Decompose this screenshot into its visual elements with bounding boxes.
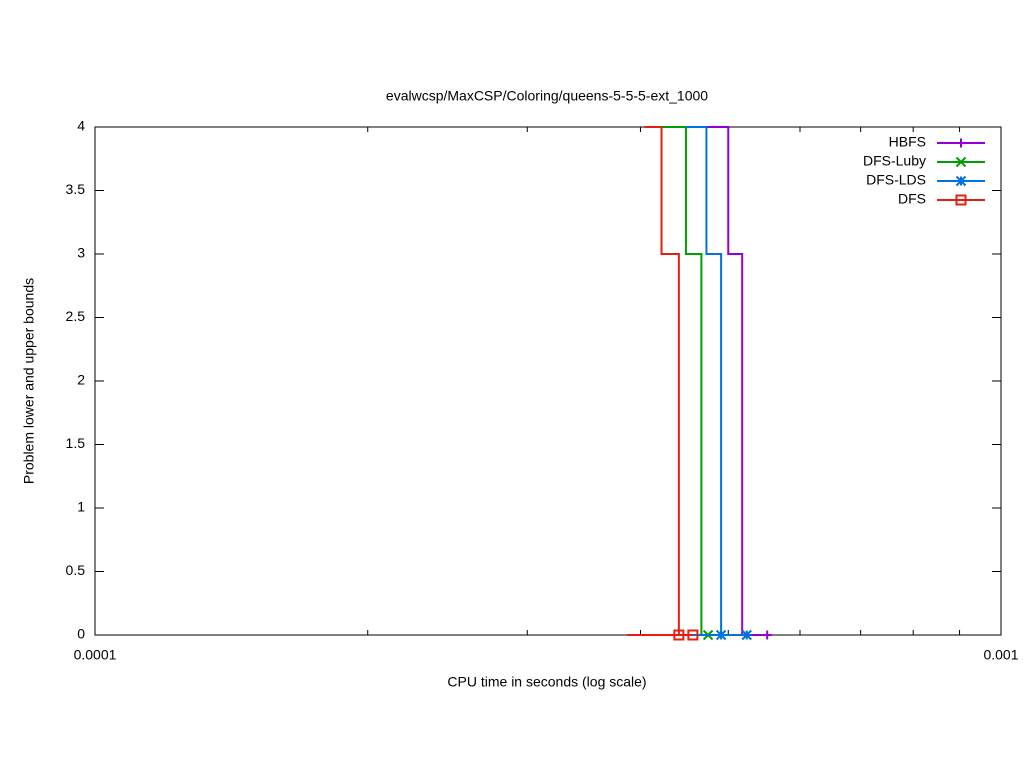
- legend-label: DFS: [898, 191, 926, 207]
- legend-marker: [955, 175, 967, 187]
- x-axis-label: CPU time in seconds (log scale): [447, 674, 646, 690]
- legend-label: DFS-LDS: [866, 172, 926, 188]
- point-marker: [715, 629, 727, 641]
- y-tick-label: 1: [77, 499, 85, 515]
- y-tick-label: 2: [77, 372, 85, 388]
- x-tick-label: 0.0001: [74, 647, 117, 663]
- y-axis-label: Problem lower and upper bounds: [21, 278, 37, 484]
- upper-bound-line: [685, 126, 723, 635]
- y-tick-label: 1.5: [66, 435, 86, 451]
- plot-frame: [94, 126, 1002, 636]
- point-marker: [762, 630, 772, 640]
- legend-marker: [955, 194, 967, 206]
- point-marker: [741, 629, 752, 641]
- legend-label: HBFS: [889, 134, 926, 150]
- point-marker: [673, 629, 685, 641]
- y-tick-label: 2.5: [66, 308, 86, 324]
- chart-title: evalwcsp/MaxCSP/Coloring/queens-5-5-5-ex…: [386, 88, 708, 104]
- x-tick-label: 0.001: [983, 647, 1018, 663]
- y-tick-label: 3: [77, 245, 85, 261]
- upper-bound-line: [706, 126, 744, 635]
- legend-marker: [956, 138, 966, 148]
- y-tick-label: 3.5: [66, 181, 86, 197]
- y-tick-label: 4: [77, 118, 85, 134]
- legend-label: DFS-Luby: [863, 153, 926, 169]
- y-tick-label: 0: [77, 626, 85, 642]
- upper-bound-line: [661, 126, 703, 635]
- legend-marker: [955, 156, 967, 168]
- upper-bound-line: [644, 126, 680, 635]
- point-marker: [687, 629, 699, 641]
- y-tick-label: 0.5: [66, 562, 86, 578]
